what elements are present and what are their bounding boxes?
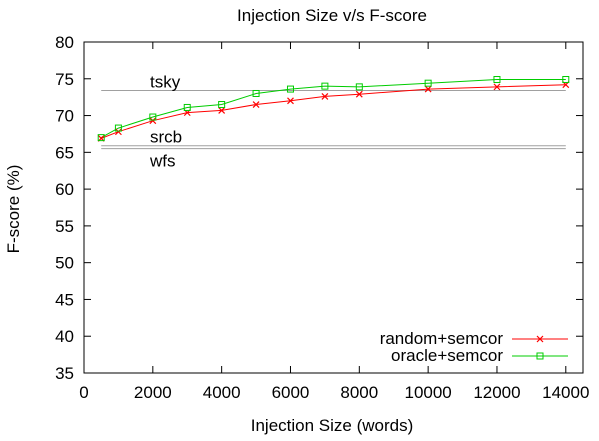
chart-title: Injection Size v/s F-score bbox=[237, 6, 427, 25]
x-tick-label: 0 bbox=[79, 383, 88, 402]
baseline-label-wfs: wfs bbox=[149, 152, 176, 171]
x-tick-label: 8000 bbox=[340, 383, 378, 402]
data-point bbox=[218, 106, 226, 114]
plot-frame bbox=[83, 41, 584, 374]
y-tick-labels: 35 40 45 50 55 60 65 70 75 80 bbox=[55, 33, 74, 383]
baseline-label-srcb: srcb bbox=[150, 128, 182, 147]
legend-label-0: random+semcor bbox=[380, 329, 504, 348]
data-point bbox=[97, 134, 105, 142]
y-axis-title: F-score (%) bbox=[4, 165, 23, 254]
legend-marker-0 bbox=[536, 335, 544, 343]
data-point bbox=[493, 83, 501, 91]
y-tick-label: 55 bbox=[55, 217, 74, 236]
data-point bbox=[149, 113, 157, 121]
baseline-label-tsky: tsky bbox=[150, 73, 181, 92]
data-point bbox=[355, 90, 363, 98]
x-tick-label: 4000 bbox=[203, 383, 241, 402]
x-tick-label: 2000 bbox=[134, 383, 172, 402]
data-point bbox=[424, 79, 432, 87]
x-axis-title: Injection Size (words) bbox=[251, 416, 414, 435]
axes bbox=[83, 41, 584, 374]
legend-marker-1 bbox=[536, 352, 544, 360]
y-tick-label: 65 bbox=[55, 143, 74, 162]
y-tick-label: 50 bbox=[55, 254, 74, 273]
y-tick-label: 80 bbox=[55, 33, 74, 52]
y-tick-label: 75 bbox=[55, 70, 74, 89]
y-tick-label: 60 bbox=[55, 180, 74, 199]
x-tick-label: 10000 bbox=[404, 383, 451, 402]
data-point bbox=[218, 101, 226, 109]
x-tick-label: 12000 bbox=[473, 383, 520, 402]
y-tick-label: 35 bbox=[55, 364, 74, 383]
series-markers bbox=[97, 76, 570, 142]
x-tick-label: 6000 bbox=[272, 383, 310, 402]
data-point bbox=[252, 101, 260, 108]
data-point bbox=[287, 97, 294, 105]
data-point bbox=[149, 117, 157, 125]
data-point bbox=[286, 85, 294, 93]
data-point bbox=[321, 93, 329, 100]
baselines: tsky srcb wfs bbox=[101, 73, 566, 171]
y-tick-label: 70 bbox=[55, 107, 74, 126]
data-point bbox=[114, 128, 122, 136]
series-line-1 bbox=[100, 79, 566, 139]
series-line-0 bbox=[101, 84, 566, 139]
data-point bbox=[114, 124, 122, 132]
data-point bbox=[424, 85, 432, 93]
x-tick-label: 14000 bbox=[542, 383, 589, 402]
y-tick-label: 45 bbox=[55, 290, 74, 309]
data-point bbox=[493, 76, 501, 84]
x-tick-labels: 0 2000 4000 6000 8000 10000 12000 14000 bbox=[79, 383, 589, 402]
y-tick-label: 40 bbox=[55, 327, 74, 346]
data-point bbox=[355, 83, 363, 91]
data-point bbox=[183, 103, 191, 111]
data-point bbox=[321, 82, 329, 90]
series-lines bbox=[100, 79, 566, 139]
data-point bbox=[252, 89, 260, 97]
data-point bbox=[562, 76, 570, 84]
legend-label-1: oracle+semcor bbox=[391, 346, 503, 365]
